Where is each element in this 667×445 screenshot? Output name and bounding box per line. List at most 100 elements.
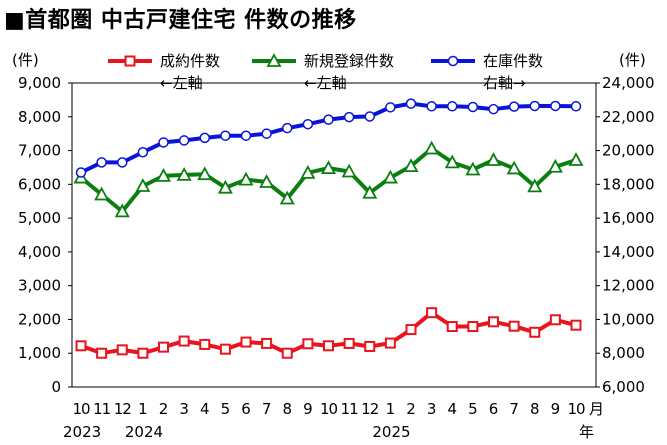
x-axis-tick-label: 5 — [221, 400, 231, 418]
x-axis-tick-label: 3 — [427, 400, 437, 418]
data-point-contracts — [137, 347, 149, 359]
data-point-new-listings — [73, 169, 89, 184]
data-point-inventory — [261, 128, 272, 139]
x-axis-year-suffix: 年 — [579, 423, 594, 441]
right-axis-tick-label: 24,000 — [602, 74, 655, 92]
right-axis-tick-label: 16,000 — [602, 209, 655, 227]
x-axis-year-label: 2024 — [125, 423, 163, 441]
data-point-inventory — [447, 101, 458, 112]
legend-label-new-listings: 新規登録件数 — [304, 52, 395, 70]
x-axis-tick-label: 7 — [262, 400, 272, 418]
series-new-listings — [73, 140, 584, 218]
data-point-contracts — [240, 336, 252, 348]
data-point-contracts — [508, 320, 520, 332]
data-point-contracts — [405, 324, 417, 336]
data-point-new-listings — [485, 152, 502, 166]
x-axis-tick-label: 9 — [303, 400, 313, 418]
data-point-new-listings — [465, 161, 481, 176]
data-point-contracts — [158, 341, 169, 353]
series-line-contracts — [80, 310, 577, 356]
x-axis-tick-label: 9 — [551, 400, 561, 418]
legend-axis-note-inventory: 右軸→ — [483, 74, 526, 92]
data-point-inventory — [550, 100, 561, 112]
data-point-inventory — [343, 111, 355, 123]
data-point-new-listings — [94, 186, 110, 201]
data-point-new-listings — [403, 158, 419, 172]
data-point-new-listings — [527, 178, 543, 193]
data-point-new-listings — [114, 203, 130, 218]
left-axis-unit: (件) — [12, 51, 39, 69]
x-axis-month-suffix: 月 — [589, 400, 604, 418]
x-axis-tick-label: 11 — [341, 400, 359, 418]
data-point-inventory — [426, 101, 437, 112]
data-point-inventory — [529, 100, 540, 112]
data-point-new-listings — [382, 169, 398, 184]
x-axis-tick-label: 12 — [114, 400, 132, 418]
data-point-contracts — [364, 340, 376, 352]
x-axis-tick-label: 1 — [386, 400, 396, 418]
data-point-new-listings — [547, 158, 563, 173]
left-axis-tick-label: 8,000 — [18, 108, 61, 126]
data-point-contracts — [384, 337, 396, 349]
data-point-contracts — [178, 335, 190, 347]
data-point-inventory — [364, 111, 375, 122]
data-point-new-listings — [197, 166, 213, 181]
legend-swatch-inventory — [431, 55, 475, 67]
data-point-inventory — [158, 137, 169, 148]
data-point-contracts — [199, 338, 211, 350]
data-point-inventory — [467, 101, 479, 113]
right-axis-tick-label: 22,000 — [602, 108, 655, 126]
data-point-inventory — [282, 122, 293, 134]
data-point-inventory — [385, 102, 396, 113]
left-axis-tick-label: 5,000 — [18, 209, 61, 227]
right-axis-tick-label: 20,000 — [602, 142, 655, 160]
data-point-new-listings — [135, 178, 151, 192]
x-axis-tick-label: 7 — [509, 400, 519, 418]
data-point-new-listings — [279, 190, 295, 205]
chart-title: ■首都圏 中古戸建住宅 件数の推移 — [4, 8, 357, 33]
series-line-new-listings — [79, 146, 577, 214]
legend-marker-inventory — [447, 55, 459, 67]
x-axis-tick-label: 10 — [320, 400, 338, 418]
left-axis-tick-label: 7,000 — [18, 142, 61, 160]
series-line-inventory — [80, 101, 577, 175]
left-axis-tick-label: 0 — [51, 378, 61, 396]
data-point-inventory — [75, 167, 87, 178]
x-axis-tick-label: 4 — [200, 400, 210, 418]
data-point-inventory — [488, 103, 499, 115]
data-point-contracts — [549, 314, 561, 326]
data-point-contracts — [323, 340, 334, 352]
data-point-inventory — [323, 114, 334, 125]
x-axis-year-label: 2025 — [372, 423, 410, 441]
right-axis-tick-label: 12,000 — [602, 277, 655, 295]
data-point-contracts — [281, 347, 293, 359]
right-axis-tick-label: 8,000 — [602, 344, 645, 362]
data-point-new-listings — [300, 164, 316, 179]
data-point-contracts — [75, 340, 87, 352]
data-point-inventory — [137, 146, 149, 158]
left-axis-tick-label: 4,000 — [18, 243, 61, 261]
data-point-inventory — [96, 157, 107, 168]
x-axis-tick-label: 2 — [159, 400, 169, 418]
x-axis-tick-label: 4 — [447, 400, 457, 418]
data-point-contracts — [446, 321, 458, 333]
legend-swatch-new-listings — [252, 53, 296, 67]
data-point-new-listings — [568, 152, 584, 166]
data-point-contracts — [96, 347, 108, 359]
series-inventory — [75, 98, 582, 178]
data-point-new-listings — [155, 168, 172, 182]
data-point-new-listings — [506, 160, 522, 175]
x-axis-tick-label: 8 — [282, 400, 292, 418]
legend-marker-contracts — [124, 55, 136, 67]
data-point-new-listings — [176, 166, 192, 181]
x-axis-year-label: 2023 — [63, 423, 101, 441]
x-axis-tick-label: 12 — [361, 400, 379, 418]
data-point-inventory — [302, 118, 314, 130]
legend-label-contracts: 成約件数 — [160, 52, 221, 70]
data-point-inventory — [220, 130, 231, 141]
data-point-new-listings — [217, 179, 233, 194]
data-point-new-listings — [424, 140, 440, 155]
legend-label-inventory: 在庫件数 — [483, 52, 544, 70]
legend-swatch-contracts — [108, 55, 152, 67]
data-point-new-listings — [259, 174, 275, 188]
